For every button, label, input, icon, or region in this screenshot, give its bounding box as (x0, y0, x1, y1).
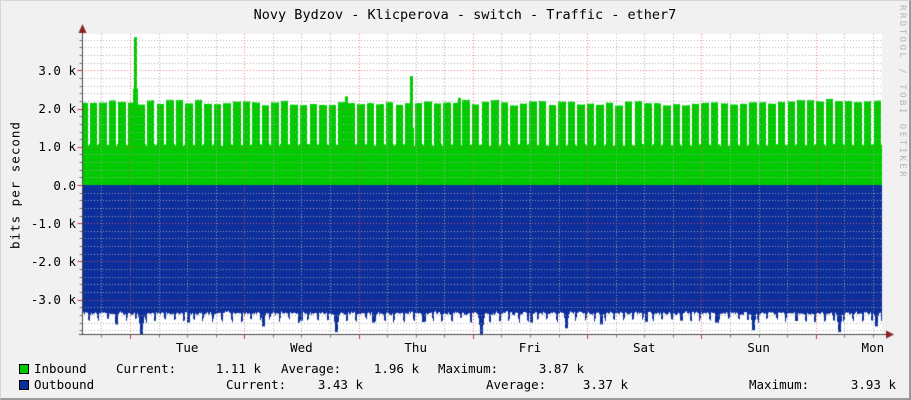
inbound-average-label: Average: (281, 361, 342, 376)
inbound-current-label: Current: (116, 361, 177, 376)
inbound-average-value: 1.96 k (373, 361, 419, 376)
x-day-label: Sat (632, 340, 656, 355)
inbound-current-value: 1.11 k (215, 361, 261, 376)
x-day-label: Sun (747, 340, 770, 355)
x-day-label: Thu (404, 340, 427, 355)
y-tick-label: 2.0 k (38, 101, 76, 117)
y-tick-label: -2.0 k (30, 253, 76, 269)
outbound-maximum-label: Maximum: (749, 377, 810, 392)
outbound-current-value: 3.43 k (317, 377, 363, 392)
y-tick-label: 1.0 k (38, 139, 76, 155)
outbound-legend-label: Outbound (34, 377, 95, 392)
inbound-maximum-label: Maximum: (438, 361, 499, 376)
x-day-label: Tue (175, 340, 199, 355)
y-tick-label: 3.0 k (38, 62, 76, 78)
outbound-average-value: 3.37 k (582, 377, 628, 392)
outbound-maximum-value: 3.93 k (850, 377, 896, 392)
graph-title: Novy Bydzov - Klicperova - switch - Traf… (253, 7, 677, 23)
y-tick-label: -3.0 k (30, 292, 76, 308)
inbound-maximum-value: 3.87 k (538, 361, 584, 376)
x-day-label: Fri (518, 340, 542, 355)
x-day-label: Wed (290, 340, 313, 355)
outbound-average-label: Average: (486, 377, 547, 392)
traffic-chart-plot-area (1, 1, 909, 349)
inbound-legend-label: Inbound (34, 361, 87, 376)
rrdtool-watermark: RRDTOOL / TOBI OETIKER (897, 5, 907, 180)
x-day-label: Mon (861, 340, 885, 355)
y-tick-label: 0.0 (53, 177, 76, 193)
y-tick-label: -1.0 k (30, 215, 76, 231)
y-axis-label: bits per second (7, 121, 23, 249)
outbound-legend-swatch (19, 380, 29, 390)
inbound-legend-swatch (19, 364, 29, 374)
outbound-current-label: Current: (226, 377, 287, 392)
